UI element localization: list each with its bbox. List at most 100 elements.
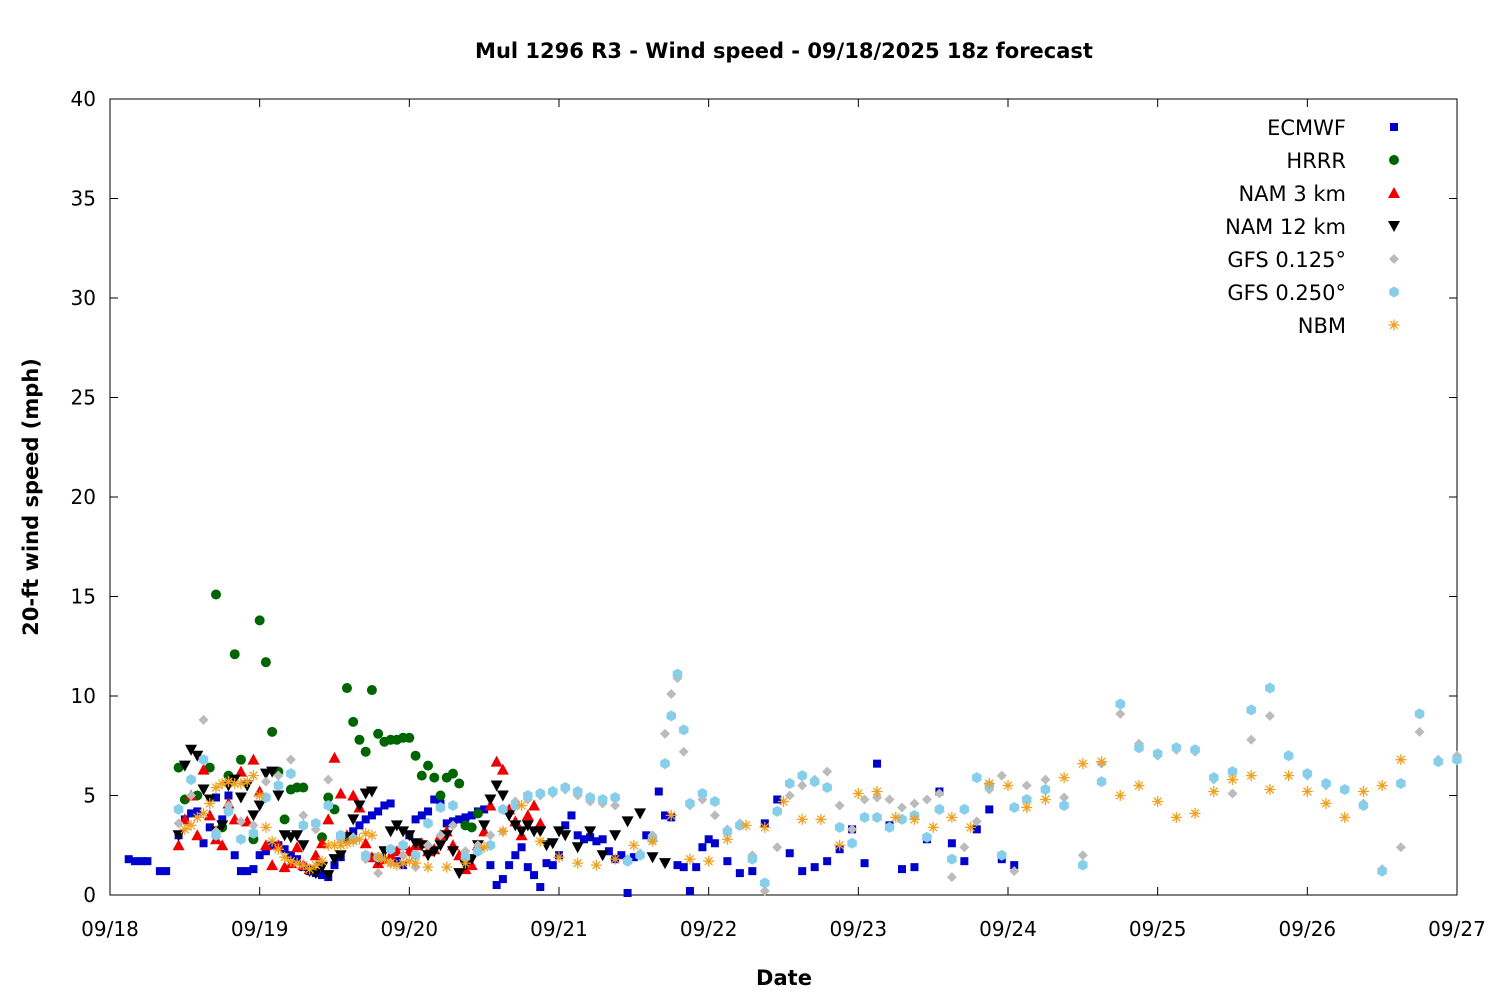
data-point (304, 863, 316, 875)
data-point (1414, 726, 1425, 737)
data-point (1452, 754, 1462, 766)
data-point (772, 842, 783, 853)
data-point (934, 803, 945, 815)
data-point (235, 754, 246, 765)
data-point (1264, 784, 1276, 796)
y-tick-label: 20 (71, 485, 96, 509)
data-point (472, 808, 483, 819)
data-point (1152, 795, 1164, 807)
data-point (212, 793, 221, 802)
data-point (685, 887, 694, 896)
legend-label: NAM 12 km (1225, 215, 1346, 239)
data-point (417, 811, 426, 820)
data-point (584, 826, 597, 838)
data-point (985, 805, 994, 814)
data-point (785, 849, 794, 858)
data-point (921, 794, 932, 805)
data-point (403, 855, 415, 867)
data-point (260, 657, 271, 668)
data-point (897, 865, 906, 874)
data-point (348, 716, 359, 727)
data-point (211, 589, 222, 600)
data-point (404, 732, 415, 743)
data-point (247, 770, 259, 782)
data-point (373, 868, 384, 879)
data-point (1058, 772, 1070, 784)
data-point (446, 846, 459, 858)
data-point (530, 871, 539, 880)
data-point (485, 839, 496, 851)
data-point (542, 859, 551, 868)
data-point (410, 750, 421, 761)
data-point (884, 821, 895, 833)
data-point (186, 774, 196, 786)
data-point (1040, 784, 1051, 796)
data-point (222, 776, 234, 788)
x-tick-label: 09/21 (530, 917, 588, 941)
data-point (334, 787, 347, 799)
data-point (490, 755, 503, 767)
data-point (322, 870, 335, 882)
data-point (497, 825, 509, 837)
data-point (748, 867, 757, 876)
y-tick-label: 25 (71, 386, 96, 410)
data-point (185, 744, 198, 756)
data-point (374, 807, 383, 816)
data-point (234, 792, 247, 804)
data-point (778, 795, 789, 807)
data-point (291, 830, 304, 842)
legend-marker (1390, 123, 1398, 131)
data-point (236, 833, 246, 845)
data-point (934, 788, 945, 799)
data-point (634, 808, 647, 820)
data-point (360, 746, 371, 757)
data-point (622, 855, 633, 867)
data-point (872, 811, 882, 823)
x-tick-label: 09/24 (979, 917, 1037, 941)
data-point (1096, 776, 1107, 788)
data-point (434, 840, 447, 852)
data-point (286, 768, 296, 780)
data-point (1010, 861, 1019, 870)
data-point (267, 726, 278, 737)
data-point (236, 867, 245, 876)
data-point (965, 821, 977, 833)
data-point (359, 837, 372, 849)
data-point (1339, 811, 1351, 823)
data-point (162, 867, 171, 876)
data-point (440, 830, 453, 842)
data-point (297, 859, 309, 871)
data-point (367, 811, 376, 820)
legend-label: HRRR (1286, 149, 1346, 173)
data-point (692, 863, 701, 872)
data-point (528, 799, 541, 811)
legend-label: NBM (1298, 314, 1346, 338)
data-point (253, 800, 266, 812)
data-point (447, 820, 458, 831)
data-point (478, 820, 491, 832)
x-tick-label: 09/26 (1279, 917, 1337, 941)
data-point (665, 809, 677, 821)
data-point (390, 820, 403, 832)
data-point (334, 850, 347, 862)
data-point (365, 786, 378, 798)
legend-marker (1389, 155, 1399, 165)
data-point (571, 842, 584, 854)
data-point (579, 835, 588, 844)
data-point (1320, 797, 1332, 809)
data-point (490, 780, 503, 792)
data-point (355, 821, 364, 830)
data-point (298, 819, 309, 831)
data-point (291, 841, 304, 853)
data-point (372, 851, 384, 863)
data-point (908, 813, 920, 825)
data-point (735, 869, 744, 878)
data-point (423, 817, 433, 829)
data-point (347, 789, 360, 801)
data-point (272, 843, 284, 855)
data-point (678, 746, 689, 757)
data-point (328, 751, 341, 763)
data-point (1209, 772, 1219, 784)
data-point (598, 835, 607, 844)
data-point (422, 850, 435, 862)
